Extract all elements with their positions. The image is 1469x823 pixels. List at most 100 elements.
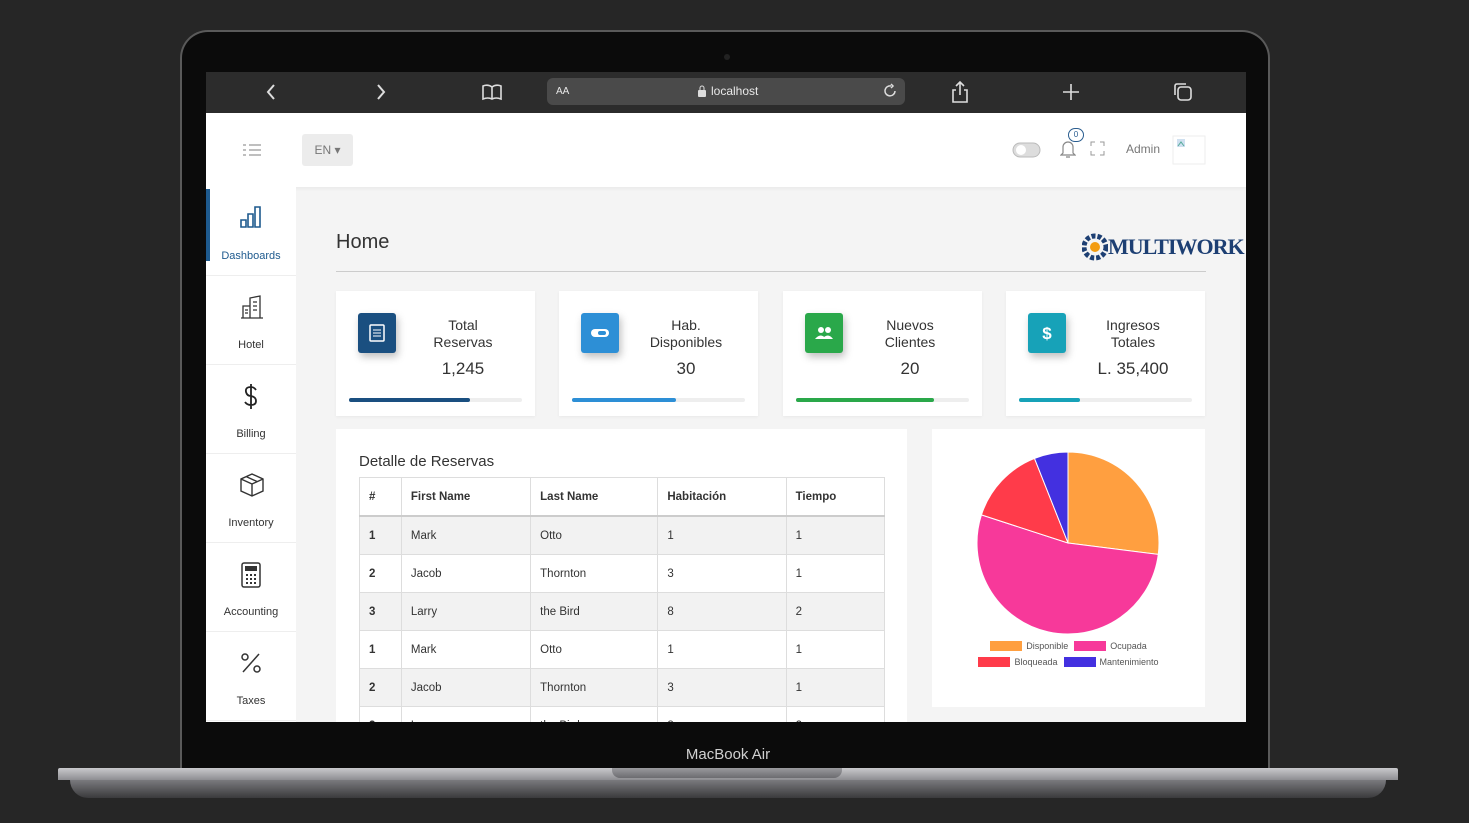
pie-chart (976, 451, 1160, 635)
table-header-cell: Habitación (657, 477, 787, 517)
table-cell: Mark (400, 630, 532, 669)
progress-fill (349, 398, 471, 402)
table-cell: 2 (359, 554, 402, 593)
nav-item[interactable]: Billing (206, 365, 296, 454)
stat-value: L. 35,400 (1097, 359, 1169, 378)
laptop-notch (612, 768, 842, 778)
menu-button[interactable] (242, 143, 262, 157)
stat-icon (581, 313, 619, 353)
table-cell: Jacob (400, 668, 532, 707)
legend-swatch (1063, 657, 1096, 667)
hotel-icon (241, 295, 263, 319)
table-cell: Thornton (530, 554, 659, 593)
table-cell: 2 (785, 592, 886, 631)
table-header-cell: Last Name (530, 477, 659, 517)
pie-slice (976, 514, 1159, 635)
nav-label: Taxes (236, 695, 266, 707)
table-cell: the Bird (530, 706, 659, 722)
table-cell: 1 (359, 630, 402, 669)
progress-track (349, 398, 522, 402)
nav-item-active[interactable]: Dashboards (206, 187, 296, 276)
stat-title: Ingresos Totales (1106, 317, 1160, 350)
fullscreen-button[interactable] (1090, 141, 1105, 156)
nav-item[interactable]: Hotel (206, 276, 296, 365)
legend: Disponible Ocupada Bloqueada Mantenimiento (952, 641, 1185, 667)
reload-button[interactable] (882, 83, 898, 99)
text-size-button[interactable]: AA (556, 86, 570, 97)
legend-item: Disponible (990, 641, 1068, 651)
progress-track (1019, 398, 1192, 402)
table-title: Detalle de Reservas (359, 453, 495, 470)
chart-card: Disponible Ocupada Bloqueada Mantenimiento (932, 429, 1205, 707)
table-card: Detalle de Reservas # First Name Last Name… (336, 429, 907, 722)
back-button[interactable] (262, 80, 280, 104)
nav-item[interactable]: Accounting (206, 543, 296, 632)
new-tab-button[interactable] (1061, 80, 1081, 104)
legend-label: Disponible (1026, 641, 1069, 651)
stat-card: Total Reservas 1,245 (336, 291, 535, 416)
table-cell: the Bird (530, 592, 659, 631)
logo: MULTIWORK (1082, 232, 1245, 262)
sidebar: Dashboards Hotel Billing Inventory Accou… (206, 187, 296, 722)
stat-icon-glyph (369, 324, 385, 342)
user-name[interactable]: Admin (1126, 142, 1161, 156)
table-header-cell: Tiempo (785, 477, 886, 517)
stat-card: Nuevos Clientes 20 (783, 291, 982, 416)
stat-value: 30 (676, 359, 696, 378)
screen: AA localhost EN ▾ 0 Admin Dashboards Hot… (206, 72, 1246, 722)
theme-toggle[interactable] (1012, 141, 1042, 159)
progress-fill (796, 398, 935, 402)
svg-text:$: $ (1042, 324, 1052, 343)
billing-icon (244, 384, 257, 409)
inventory-icon (240, 473, 264, 497)
nav-item[interactable]: Inventory (206, 454, 296, 543)
nav-item[interactable]: Taxes (206, 632, 296, 721)
logo-icon (1082, 233, 1108, 261)
nav-label: Billing (236, 428, 266, 440)
camera (724, 54, 730, 60)
pie-slice (1033, 451, 1069, 544)
progress-fill (1019, 398, 1080, 402)
table-row: 1 Mark Otto 1 1 (359, 630, 886, 669)
tabs-button[interactable] (1172, 80, 1194, 104)
taxes-icon (241, 653, 261, 673)
user-avatar[interactable] (1172, 135, 1206, 165)
table-cell: 2 (359, 668, 402, 707)
table-row: 1 Mark Otto 1 1 (359, 515, 886, 555)
table-cell: 2 (785, 706, 886, 722)
header-divider (336, 271, 1206, 272)
stat-title: Nuevos Clientes (884, 317, 936, 350)
table-cell: 3 (359, 592, 402, 631)
share-button[interactable] (950, 80, 970, 104)
table-cell: Mark (400, 515, 532, 555)
language-label: EN (314, 143, 332, 157)
table-cell: Larry (400, 706, 532, 722)
table-header-cell: # (359, 477, 402, 517)
nav-label: Inventory (228, 517, 274, 529)
language-dropdown[interactable]: EN ▾ (302, 134, 353, 166)
legend-item: Ocupada (1074, 641, 1147, 651)
table-cell: Otto (530, 630, 659, 669)
forward-button[interactable] (372, 80, 390, 104)
progress-track (796, 398, 969, 402)
table-cell: 8 (657, 706, 787, 722)
nav-label: Dashboards (221, 250, 281, 262)
logo-text: MULTIWORK (1108, 234, 1245, 259)
stat-icon (805, 313, 843, 353)
nav-label: Accounting (223, 606, 279, 618)
bookmarks-button[interactable] (480, 80, 504, 104)
table-cell: 8 (657, 592, 787, 631)
notification-bell[interactable] (1060, 139, 1076, 159)
legend-label: Mantenimiento (1099, 657, 1159, 667)
pie-slice (1067, 451, 1160, 555)
table-cell: 1 (785, 554, 886, 593)
address-bar[interactable]: AA localhost (547, 78, 905, 105)
notification-badge: 0 (1068, 128, 1084, 142)
legend-label: Ocupada (1110, 641, 1147, 651)
page-title: Home (336, 231, 390, 253)
active-indicator (206, 189, 210, 261)
table-cell: 3 (359, 706, 402, 722)
address-text: localhost (711, 84, 759, 98)
table-cell: 1 (657, 630, 787, 669)
